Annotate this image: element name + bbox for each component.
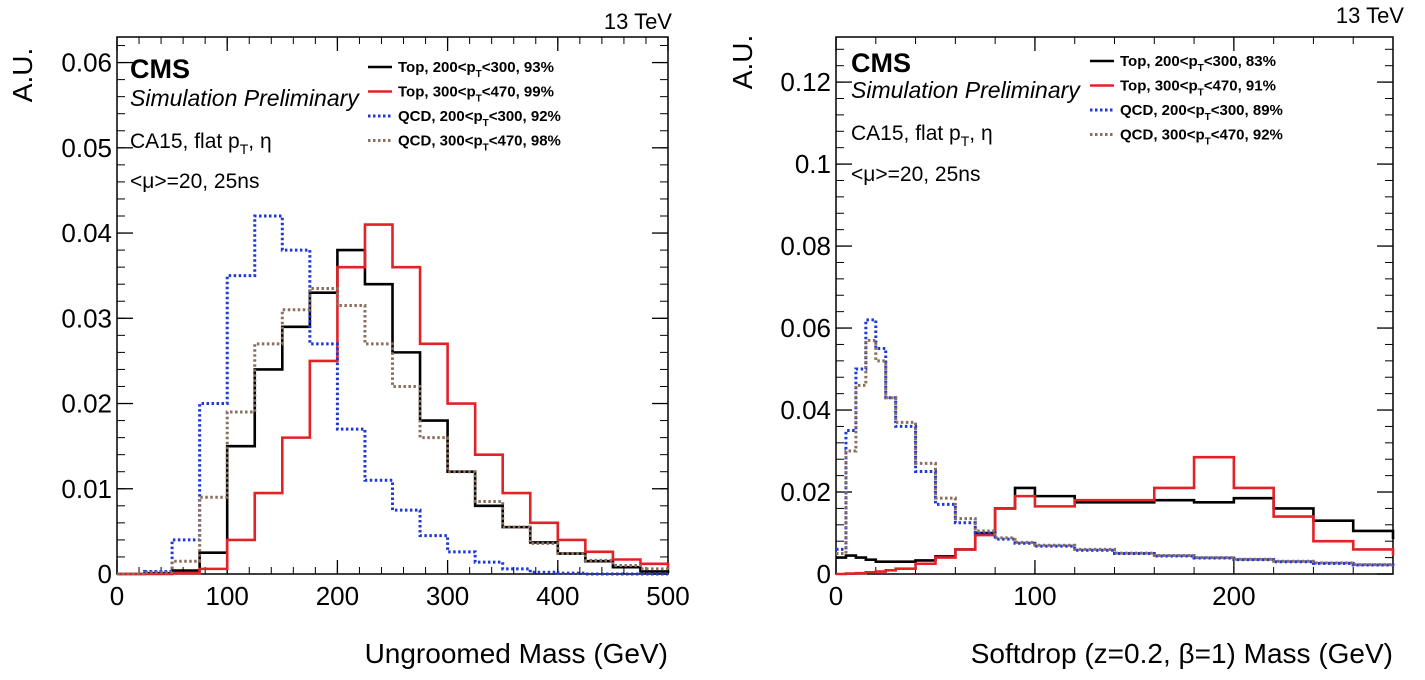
x-tick-label: 100 (1013, 581, 1056, 611)
y-tick-label: 0.06 (61, 48, 112, 78)
y-tick-label: 0.05 (61, 133, 112, 163)
axis-ticks: 0 100 200 0 0.02 0.04 0.06 0.08 0.1 0.12 (780, 37, 1394, 611)
legend-label: QCD, 300<pT<470, 98% (398, 133, 561, 154)
pileup-annotation: <μ>=20, 25ns (130, 170, 259, 193)
x-tick-label: 200 (1212, 581, 1255, 611)
x-axis-title: Softdrop (z=0.2, β=1) Mass (GeV) (971, 638, 1393, 669)
series-line-3 (836, 318, 1395, 567)
softdrop-mass-panel: 13 TeV A.U. Softdrop (z=0.2, β=1) Mass (… (727, 3, 1404, 669)
y-tick-label: 0.03 (61, 303, 112, 333)
y-tick-label: 0 (98, 559, 112, 589)
y-axis-title: A.U. (7, 48, 38, 102)
energy-label: 13 TeV (1336, 3, 1404, 28)
experiment-label: CMS (851, 48, 911, 78)
energy-label: 13 TeV (604, 9, 672, 34)
x-tick-label: 0 (829, 581, 843, 611)
plot-frame (835, 36, 1394, 575)
preliminary-label: Simulation Preliminary (851, 77, 1081, 103)
x-tick-label: 300 (426, 581, 469, 611)
y-tick-label: 0.01 (61, 474, 112, 504)
experiment-label: CMS (130, 54, 190, 84)
jet-annotation: CA15, flat pT, η (851, 122, 993, 149)
series-line-4 (117, 286, 670, 576)
y-tick-label: 0.1 (795, 149, 831, 179)
x-tick-label: 400 (536, 581, 579, 611)
legend-label: QCD, 200<pT<300, 89% (1120, 102, 1283, 123)
legend-label: QCD, 200<pT<300, 92% (398, 108, 561, 129)
y-tick-label: 0.08 (780, 231, 831, 261)
y-tick-label: 0.04 (61, 218, 112, 248)
x-tick-label: 0 (110, 581, 124, 611)
x-tick-label: 200 (316, 581, 359, 611)
preliminary-label: Simulation Preliminary (130, 85, 360, 111)
plot-frame (116, 36, 669, 575)
legend-label: Top, 200<pT<300, 83% (1120, 53, 1276, 74)
series-line-4 (836, 338, 1395, 567)
series-line-2 (117, 223, 670, 576)
jet-annotation: CA15, flat pT, η (130, 130, 272, 157)
y-tick-label: 0 (817, 559, 831, 589)
y-axis-title: A.U. (727, 35, 758, 89)
x-axis-title: Ungroomed Mass (GeV) (365, 638, 668, 669)
series-line-3 (117, 214, 668, 576)
ungroomed-mass-panel: 13 TeV A.U. Ungroomed Mass (GeV) 0 100 200… (7, 9, 690, 669)
legend-label: Top, 300<pT<470, 99% (398, 84, 554, 105)
series-curves (117, 214, 670, 576)
series-line-2 (836, 455, 1395, 576)
legend-label: Top, 300<pT<470, 91% (1120, 78, 1276, 99)
legend-label: QCD, 300<pT<470, 92% (1120, 127, 1283, 148)
legend: Top, 200<pT<300, 83% Top, 300<pT<470, 91%… (1090, 53, 1283, 148)
axis-ticks: 0 100 200 300 400 500 0 0.01 0.02 0.03 0.04 0.05 0.0… (61, 37, 690, 611)
pileup-annotation: <μ>=20, 25ns (851, 163, 980, 186)
y-tick-label: 0.04 (780, 395, 831, 425)
series-curves (836, 318, 1395, 576)
x-tick-label: 500 (646, 581, 689, 611)
y-tick-label: 0.06 (780, 313, 831, 343)
x-tick-label: 100 (206, 581, 249, 611)
y-tick-label: 0.02 (780, 477, 831, 507)
y-tick-label: 0.02 (61, 389, 112, 419)
legend-label: Top, 200<pT<300, 93% (398, 59, 554, 80)
y-tick-label: 0.12 (780, 67, 831, 97)
legend: Top, 200<pT<300, 93% Top, 300<pT<470, 99%… (368, 59, 561, 154)
